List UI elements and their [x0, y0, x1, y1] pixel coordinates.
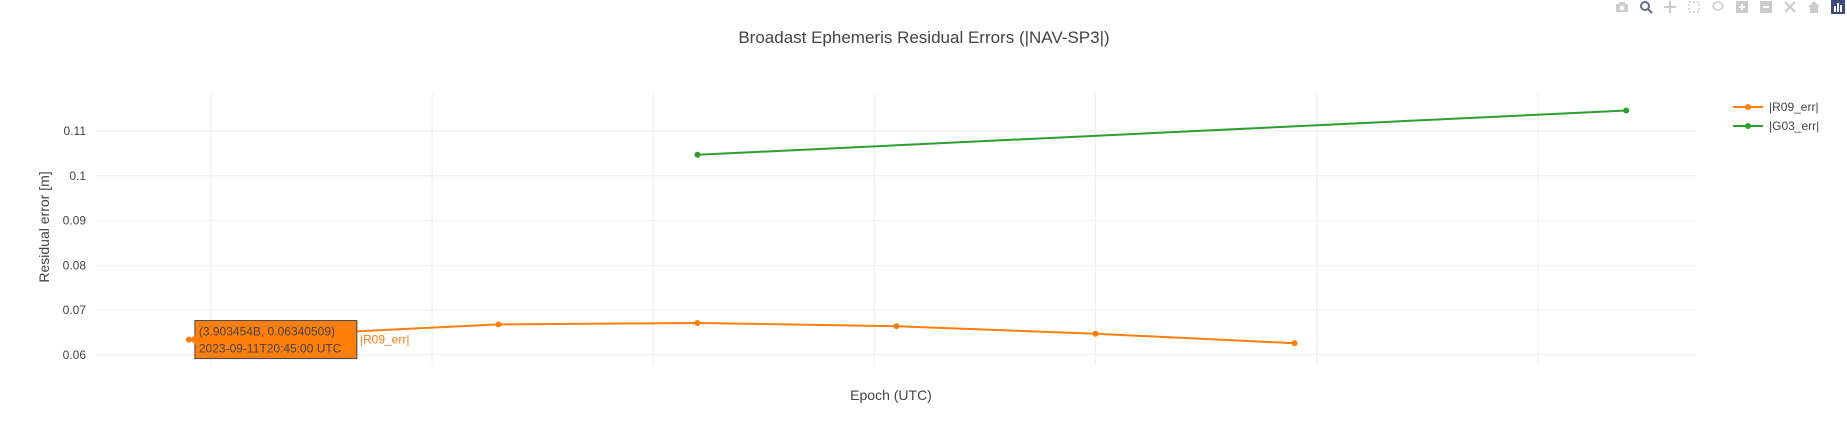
y-tick-label: 0.09	[63, 214, 87, 228]
x-axis-label: Epoch (UTC)	[850, 387, 932, 403]
y-axis-label: Residual error [m]	[36, 171, 52, 282]
hover-arrow	[188, 334, 196, 345]
hover-series-name: |R09_err|	[360, 333, 410, 347]
y-tick-labels: 0.06 0.07 0.08 0.09 0.1 0.11	[63, 124, 87, 362]
series-line-0	[188, 321, 1295, 345]
y-tick-label: 0.08	[63, 258, 87, 272]
data-point[interactable]	[1623, 107, 1630, 114]
y-tick-label: 0.1	[69, 169, 86, 183]
legend-item-1[interactable]: |G03_err|	[1733, 119, 1819, 133]
camera-icon[interactable]	[1613, 0, 1631, 14]
y-tick-label: 0.07	[63, 303, 87, 317]
y-tick-label: 0.11	[64, 124, 87, 138]
hover-tooltip: (3.903454B, 0.06340509) 2023-09-11T20:45…	[188, 320, 410, 360]
series-line-1	[697, 109, 1627, 156]
box-select-icon[interactable]	[1685, 0, 1703, 14]
data-point[interactable]	[694, 320, 701, 327]
plotly-logo-icon[interactable]	[1829, 0, 1847, 14]
legend-marker	[1745, 104, 1751, 110]
legend-item-0[interactable]: |R09_err|	[1733, 100, 1819, 114]
modebar	[1613, 0, 1847, 14]
hover-coordinates: (3.903454B, 0.06340509)	[199, 325, 335, 339]
y-tick-label: 0.06	[63, 348, 87, 362]
zoom-icon[interactable]	[1637, 0, 1655, 14]
lasso-select-icon[interactable]	[1709, 0, 1727, 14]
plot-area[interactable]	[185, 107, 1630, 347]
data-point[interactable]	[1291, 340, 1298, 347]
pan-icon[interactable]	[1661, 0, 1679, 14]
autoscale-icon[interactable]	[1781, 0, 1799, 14]
legend-label: |G03_err|	[1769, 119, 1819, 133]
zoom-out-icon[interactable]	[1757, 0, 1775, 14]
chart-title: Broadast Ephemeris Residual Errors (|NAV…	[738, 28, 1109, 47]
legend[interactable]: |R09_err| |G03_err|	[1733, 100, 1819, 133]
data-point[interactable]	[893, 323, 900, 330]
data-point[interactable]	[694, 151, 701, 158]
hover-timestamp: 2023-09-11T20:45:00 UTC	[199, 342, 342, 356]
legend-marker	[1745, 123, 1751, 129]
zoom-in-icon[interactable]	[1733, 0, 1751, 14]
grid	[96, 93, 1697, 366]
reset-axes-icon[interactable]	[1805, 0, 1823, 14]
legend-label: |R09_err|	[1769, 100, 1819, 114]
data-point[interactable]	[495, 321, 502, 328]
data-point[interactable]	[1092, 330, 1099, 337]
